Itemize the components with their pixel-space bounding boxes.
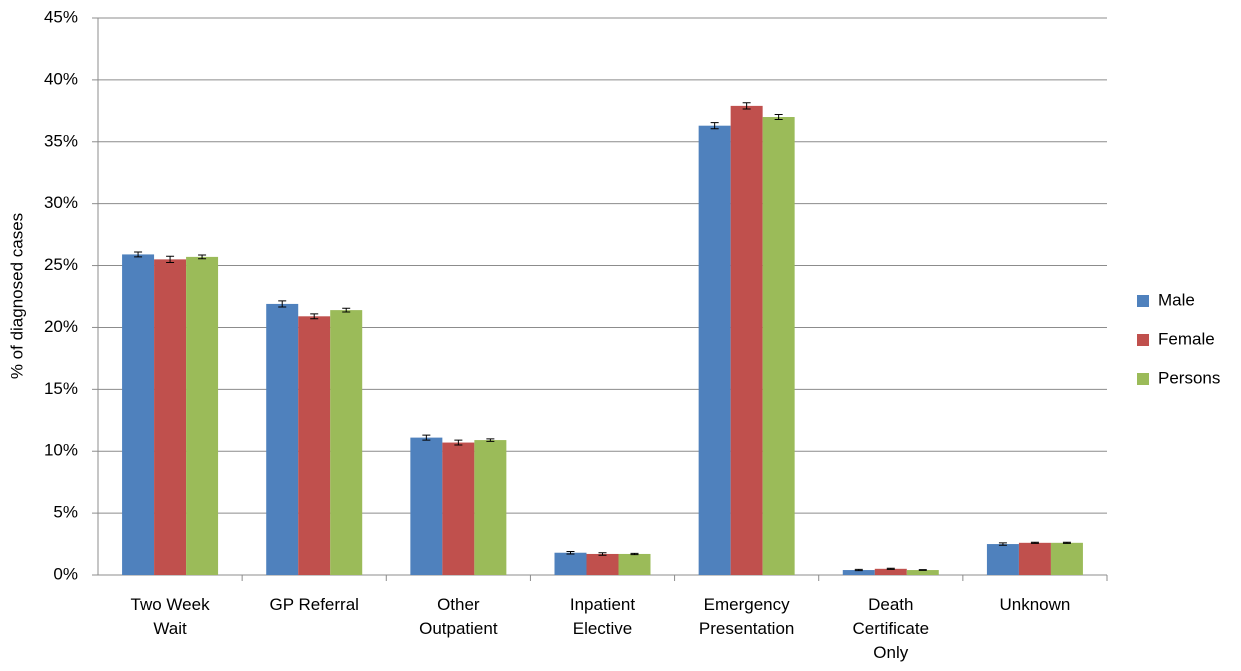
bar <box>586 553 619 575</box>
error-bar <box>1062 541 1071 544</box>
error-bar <box>774 114 783 120</box>
bar <box>122 254 155 575</box>
error-bar <box>342 307 351 313</box>
y-tick-label: 35% <box>44 131 78 150</box>
error-bar <box>854 568 863 572</box>
error-bar <box>742 102 751 110</box>
legend-label: Male <box>1158 290 1195 309</box>
bar <box>154 259 187 575</box>
error-bar <box>422 434 431 441</box>
bar <box>874 568 907 575</box>
x-tick-label: Death Certificate Only <box>853 595 930 662</box>
legend-swatch <box>1137 334 1149 346</box>
error-bar <box>886 567 895 570</box>
y-tick-label: 40% <box>44 69 78 88</box>
error-bar <box>166 255 175 263</box>
bar <box>762 117 795 576</box>
legend-label: Persons <box>1158 368 1220 387</box>
y-tick-label: 0% <box>53 564 78 583</box>
y-tick-label: 30% <box>44 193 78 212</box>
error-bar <box>566 550 575 555</box>
bar <box>554 552 587 575</box>
x-tick-label: GP Referral <box>269 595 358 614</box>
bar <box>442 442 475 575</box>
y-tick-label: 15% <box>44 379 78 398</box>
x-tick-label: Inpatient Elective <box>570 595 635 638</box>
y-tick-label: 10% <box>44 441 78 460</box>
bar <box>1050 542 1083 575</box>
bar <box>410 437 443 575</box>
error-bar <box>630 552 639 556</box>
legend-swatch <box>1137 373 1149 385</box>
bar <box>1018 542 1051 575</box>
y-tick-label: 25% <box>44 255 78 274</box>
y-axis-label: % of diagnosed cases <box>7 213 26 379</box>
error-bar <box>1030 541 1039 544</box>
bar <box>618 553 651 575</box>
error-bar <box>598 552 607 556</box>
y-tick-label: 5% <box>53 503 78 522</box>
bar <box>842 570 875 575</box>
error-bar <box>278 300 287 308</box>
bar <box>906 570 939 575</box>
error-bar <box>710 122 719 130</box>
error-bar <box>998 542 1007 546</box>
bar <box>330 310 363 575</box>
legend-swatch <box>1137 295 1149 307</box>
error-bar <box>310 313 319 320</box>
y-tick-label: 45% <box>44 7 78 26</box>
bar <box>474 440 507 575</box>
bar <box>986 544 1019 575</box>
error-bar <box>486 438 495 442</box>
bar <box>266 303 299 575</box>
bar <box>730 105 763 575</box>
legend-label: Female <box>1158 329 1215 348</box>
x-tick-label: Other Outpatient <box>419 595 498 638</box>
x-tick-label: Emergency Presentation <box>699 595 794 638</box>
error-bar <box>134 251 143 258</box>
bar <box>186 256 219 575</box>
error-bar <box>454 439 463 446</box>
error-bar <box>918 569 927 571</box>
y-tick-label: 20% <box>44 317 78 336</box>
x-tick-label: Unknown <box>999 595 1070 614</box>
bar <box>298 316 331 575</box>
x-tick-label: Two Week Wait <box>131 595 211 638</box>
error-bar <box>198 254 207 260</box>
bar <box>698 125 731 575</box>
